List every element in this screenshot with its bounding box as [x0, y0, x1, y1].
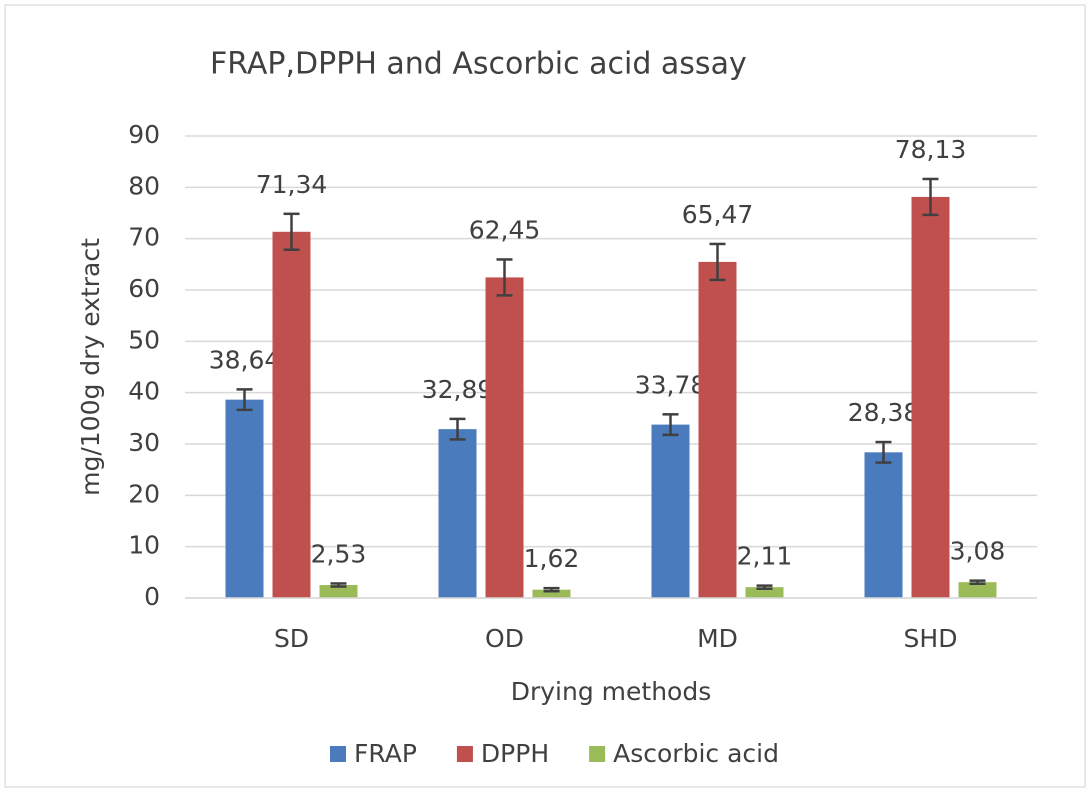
legend-label: DPPH: [481, 739, 549, 768]
data-label: 71,34: [256, 170, 328, 199]
legend-label: FRAP: [354, 739, 417, 768]
error-bar: [875, 440, 892, 464]
y-tick-label: 50: [128, 325, 160, 354]
bar: [864, 452, 903, 598]
x-axis-label: Drying methods: [511, 677, 712, 706]
legend-label: Ascorbic acid: [613, 739, 779, 768]
data-label: 1,62: [524, 544, 580, 573]
bar: [272, 231, 311, 598]
error-bar: [449, 417, 466, 441]
chart-title: FRAP,DPPH and Ascorbic acid assay: [210, 47, 747, 82]
data-label: 32,89: [422, 375, 494, 404]
bar: [532, 589, 571, 598]
bar: [438, 429, 477, 598]
y-axis-label: mg/100g dry extract: [76, 238, 105, 496]
data-label: 2,53: [311, 539, 367, 568]
y-tick-label: 10: [128, 531, 160, 560]
y-tick-label: 90: [128, 120, 160, 149]
error-bar: [236, 388, 253, 412]
x-tick-label: SHD: [904, 624, 958, 653]
x-tick-label: SD: [274, 624, 309, 653]
error-bar: [543, 586, 560, 593]
data-label: 3,08: [950, 537, 1006, 566]
y-tick-label: 80: [128, 171, 160, 200]
data-label: 62,45: [469, 215, 541, 244]
error-bar: [662, 413, 679, 437]
error-bar: [709, 242, 726, 282]
error-bar: [756, 584, 773, 590]
data-label: 65,47: [682, 200, 754, 229]
data-label: 78,13: [895, 135, 967, 164]
bar: [911, 196, 950, 598]
x-tick-label: MD: [697, 624, 738, 653]
legend-swatch: [330, 746, 346, 762]
legend-swatch: [589, 746, 606, 762]
data-label: 28,38: [848, 398, 920, 427]
data-label: 2,11: [737, 542, 793, 571]
data-label: 33,78: [635, 370, 707, 399]
y-tick-label: 20: [128, 479, 160, 508]
legend-swatch: [456, 746, 473, 762]
bar: [698, 261, 737, 598]
y-tick-label: 40: [128, 377, 160, 406]
bar: [958, 582, 997, 598]
error-bar: [969, 579, 986, 585]
error-bar: [496, 258, 513, 297]
y-tick-label: 60: [128, 274, 160, 303]
y-tick-label: 30: [128, 428, 160, 457]
bar: [745, 587, 784, 598]
error-bar: [922, 177, 939, 217]
bar: [319, 585, 358, 598]
x-tick-label: OD: [485, 624, 524, 653]
data-label: 38,64: [209, 345, 281, 374]
error-bar: [283, 212, 300, 252]
y-tick-label: 0: [144, 582, 160, 611]
bar: [225, 399, 264, 598]
error-bar: [330, 582, 347, 588]
y-tick-label: 70: [128, 223, 160, 252]
bar: [485, 277, 524, 598]
bar: [651, 424, 690, 598]
